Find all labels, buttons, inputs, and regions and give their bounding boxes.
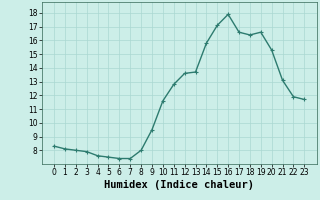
X-axis label: Humidex (Indice chaleur): Humidex (Indice chaleur)	[104, 180, 254, 190]
